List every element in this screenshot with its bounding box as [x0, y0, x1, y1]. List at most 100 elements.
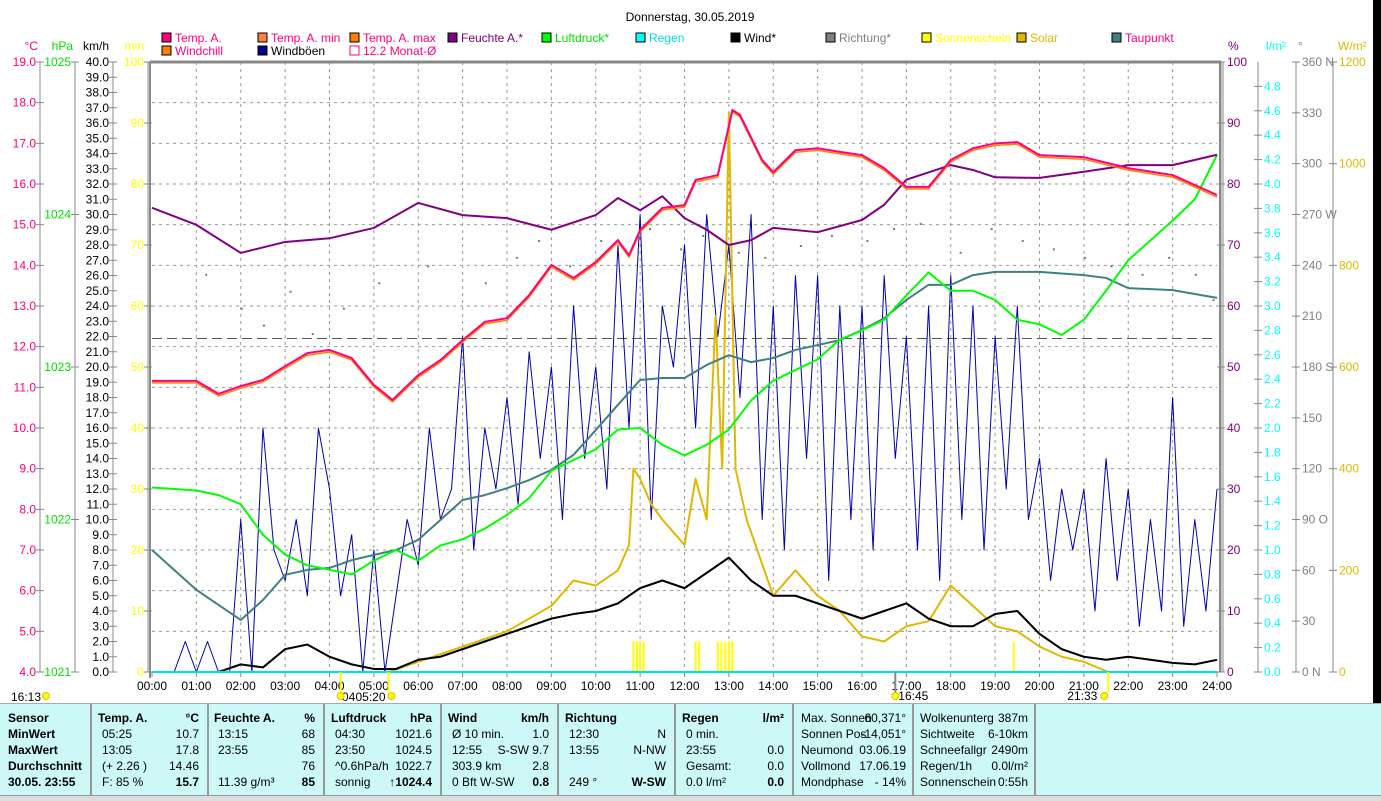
solar-axis-tick-label: 200: [1339, 563, 1359, 577]
temp-axis-tick-label: 9.0: [19, 462, 36, 476]
panel-cell: 23:55: [218, 743, 249, 757]
rain-axis-tick-label: 3.0: [1264, 299, 1281, 313]
direction-point: [342, 307, 345, 310]
legend-swatch-icon: [825, 32, 836, 43]
rain-axis-tick-label: 2.2: [1264, 397, 1281, 411]
panel-value: -14,051°: [860, 727, 907, 741]
wind-axis-tick-label: 5.0: [92, 589, 109, 603]
rain-axis-tick-label: 4.4: [1264, 128, 1281, 142]
panel-value: W-SW: [631, 775, 666, 789]
legend-swatch-icon: [257, 45, 268, 56]
direction-axis-tick-label: 210: [1302, 309, 1322, 323]
pressure-axis-tick-label: 1021: [44, 665, 71, 679]
panel-label: Sonnenschein: [920, 775, 997, 789]
panel-cell: 12:55: [452, 743, 483, 757]
panel-value: 14.46: [168, 759, 199, 773]
legend-label: Temp. A. min: [271, 31, 340, 45]
legend-swatch-icon: [161, 32, 172, 43]
direction-point: [737, 251, 740, 254]
legend-label: Taupunkt: [1125, 31, 1174, 45]
temp-axis-tick-label: 5.0: [19, 624, 36, 638]
panel-column-wind: Wind km/h Ø 10 min. 12:55 303.9 km 0 Bft W-SW…: [442, 704, 559, 796]
direction-axis-tick-label: 180 S: [1302, 360, 1333, 374]
direction-point: [262, 324, 265, 327]
legend-swatch-icon: [1016, 32, 1027, 43]
legend-swatch-icon: [349, 32, 360, 43]
solar-axis-tick-label: 1200: [1339, 55, 1366, 69]
direction-point: [569, 265, 572, 268]
wind-axis-tick-label: 7.0: [92, 558, 109, 572]
rain-axis-tick-label: 1.4: [1264, 494, 1281, 508]
x-tick-label: 02:00: [226, 679, 256, 693]
temp-axis-unit: °C: [25, 39, 39, 53]
legend-swatch-icon: [541, 32, 552, 43]
direction-axis-tick-label: 360 N: [1302, 55, 1334, 69]
panel-value: 1024.5: [395, 743, 432, 757]
panel-cell: 0 min.: [686, 727, 719, 741]
wind-axis-tick-label: 10.0: [86, 513, 110, 527]
rain-axis-tick-label: 0.2: [1264, 641, 1281, 655]
panel-value: ↑1024.4: [389, 775, 432, 789]
direction-point: [205, 273, 208, 276]
direction-axis-tick-label: 0 N: [1302, 665, 1321, 679]
direction-point: [1168, 256, 1171, 259]
rain-axis-tick-label: 3.4: [1264, 250, 1281, 264]
humidity-axis-tick-label: 30: [1227, 482, 1241, 496]
panel-value: 6-10km: [987, 727, 1028, 741]
panel-header: Luftdruck: [331, 711, 387, 725]
direction-axis-tick-label: 270 W: [1302, 208, 1337, 222]
panel-header: Temp. A.: [98, 711, 148, 725]
panel-value: 76: [301, 759, 315, 773]
panel-cell: Ø 10 min.: [452, 727, 505, 741]
wind-axis-tick-label: 0.0: [92, 665, 109, 679]
panel-column-direction: Richtung 12:30 13:55 249 ° N N-NW W W-SW: [559, 704, 676, 796]
moon-transit-icon: [891, 692, 900, 700]
panel-value: 1021.6: [395, 727, 432, 741]
sunshine-axis-tick-label: 60: [131, 299, 145, 313]
direction-axis-tick-label: 60: [1302, 563, 1316, 577]
x-tick-label: 22:00: [1113, 679, 1143, 693]
wind-axis-tick-label: 40.0: [86, 55, 110, 69]
wind-axis-tick-label: 35.0: [86, 131, 110, 145]
sunset-icon: [1100, 692, 1109, 700]
panel-cell: ^0.6hPa/h: [335, 759, 389, 773]
direction-axis-tick-label: 240: [1302, 258, 1322, 272]
rain-axis-tick-label: 1.0: [1264, 543, 1281, 557]
x-tick-label: 03:00: [270, 679, 300, 693]
x-tick-label: 01:00: [181, 679, 211, 693]
legend-swatch-icon: [1111, 32, 1122, 43]
sunshine-axis-tick-label: 80: [131, 177, 145, 191]
direction-axis-tick-label: 300: [1302, 157, 1322, 171]
panel-column-astro: Max. Sonnen 60,371° Sonnen Pos -14,051° Neum…: [795, 704, 914, 796]
sunshine-axis-tick-label: 100: [124, 55, 144, 69]
x-tick-label: 11:00: [626, 679, 655, 693]
wind-axis-tick-label: 19.0: [86, 375, 110, 389]
wind-axis-tick-label: 14.0: [86, 452, 110, 466]
x-tick-label: 18:00: [936, 679, 966, 693]
wind-axis-tick-label: 17.0: [86, 406, 110, 420]
wind-axis-tick-label: 22.0: [86, 330, 110, 344]
panel-value: 85: [301, 775, 315, 789]
x-tick-label: 21:00: [1069, 679, 1099, 693]
direction-point: [378, 282, 381, 285]
wind-axis-tick-label: 30.0: [86, 208, 110, 222]
humidity-axis-tick-label: 90: [1227, 116, 1241, 130]
series-windb-en-line: [152, 214, 1218, 673]
panel-value: 85: [301, 743, 315, 757]
panel-value: 15.7: [175, 775, 199, 789]
solar-axis-tick-label: 800: [1339, 258, 1359, 272]
panel-unit: °C: [185, 711, 199, 725]
rain-axis-tick-label: 0.6: [1264, 592, 1281, 606]
direction-point: [649, 228, 651, 231]
panel-value: 68: [301, 727, 315, 741]
panel-header: Richtung: [565, 711, 617, 725]
panel-value: 1.0: [532, 727, 549, 741]
rain-axis-tick-label: 0.4: [1264, 616, 1281, 630]
legend-swatch-icon: [349, 45, 360, 56]
panel-unit: l/m²: [762, 711, 784, 725]
panel-column-sensor: Sensor MinWert MaxWert Durchschnitt 30.05. 2…: [2, 704, 92, 796]
pressure-axis-tick-label: 1024: [44, 208, 71, 222]
legend-label: Wind*: [744, 31, 776, 45]
direction-point: [702, 234, 705, 237]
series-feuchte-a-line: [151, 153, 1218, 254]
